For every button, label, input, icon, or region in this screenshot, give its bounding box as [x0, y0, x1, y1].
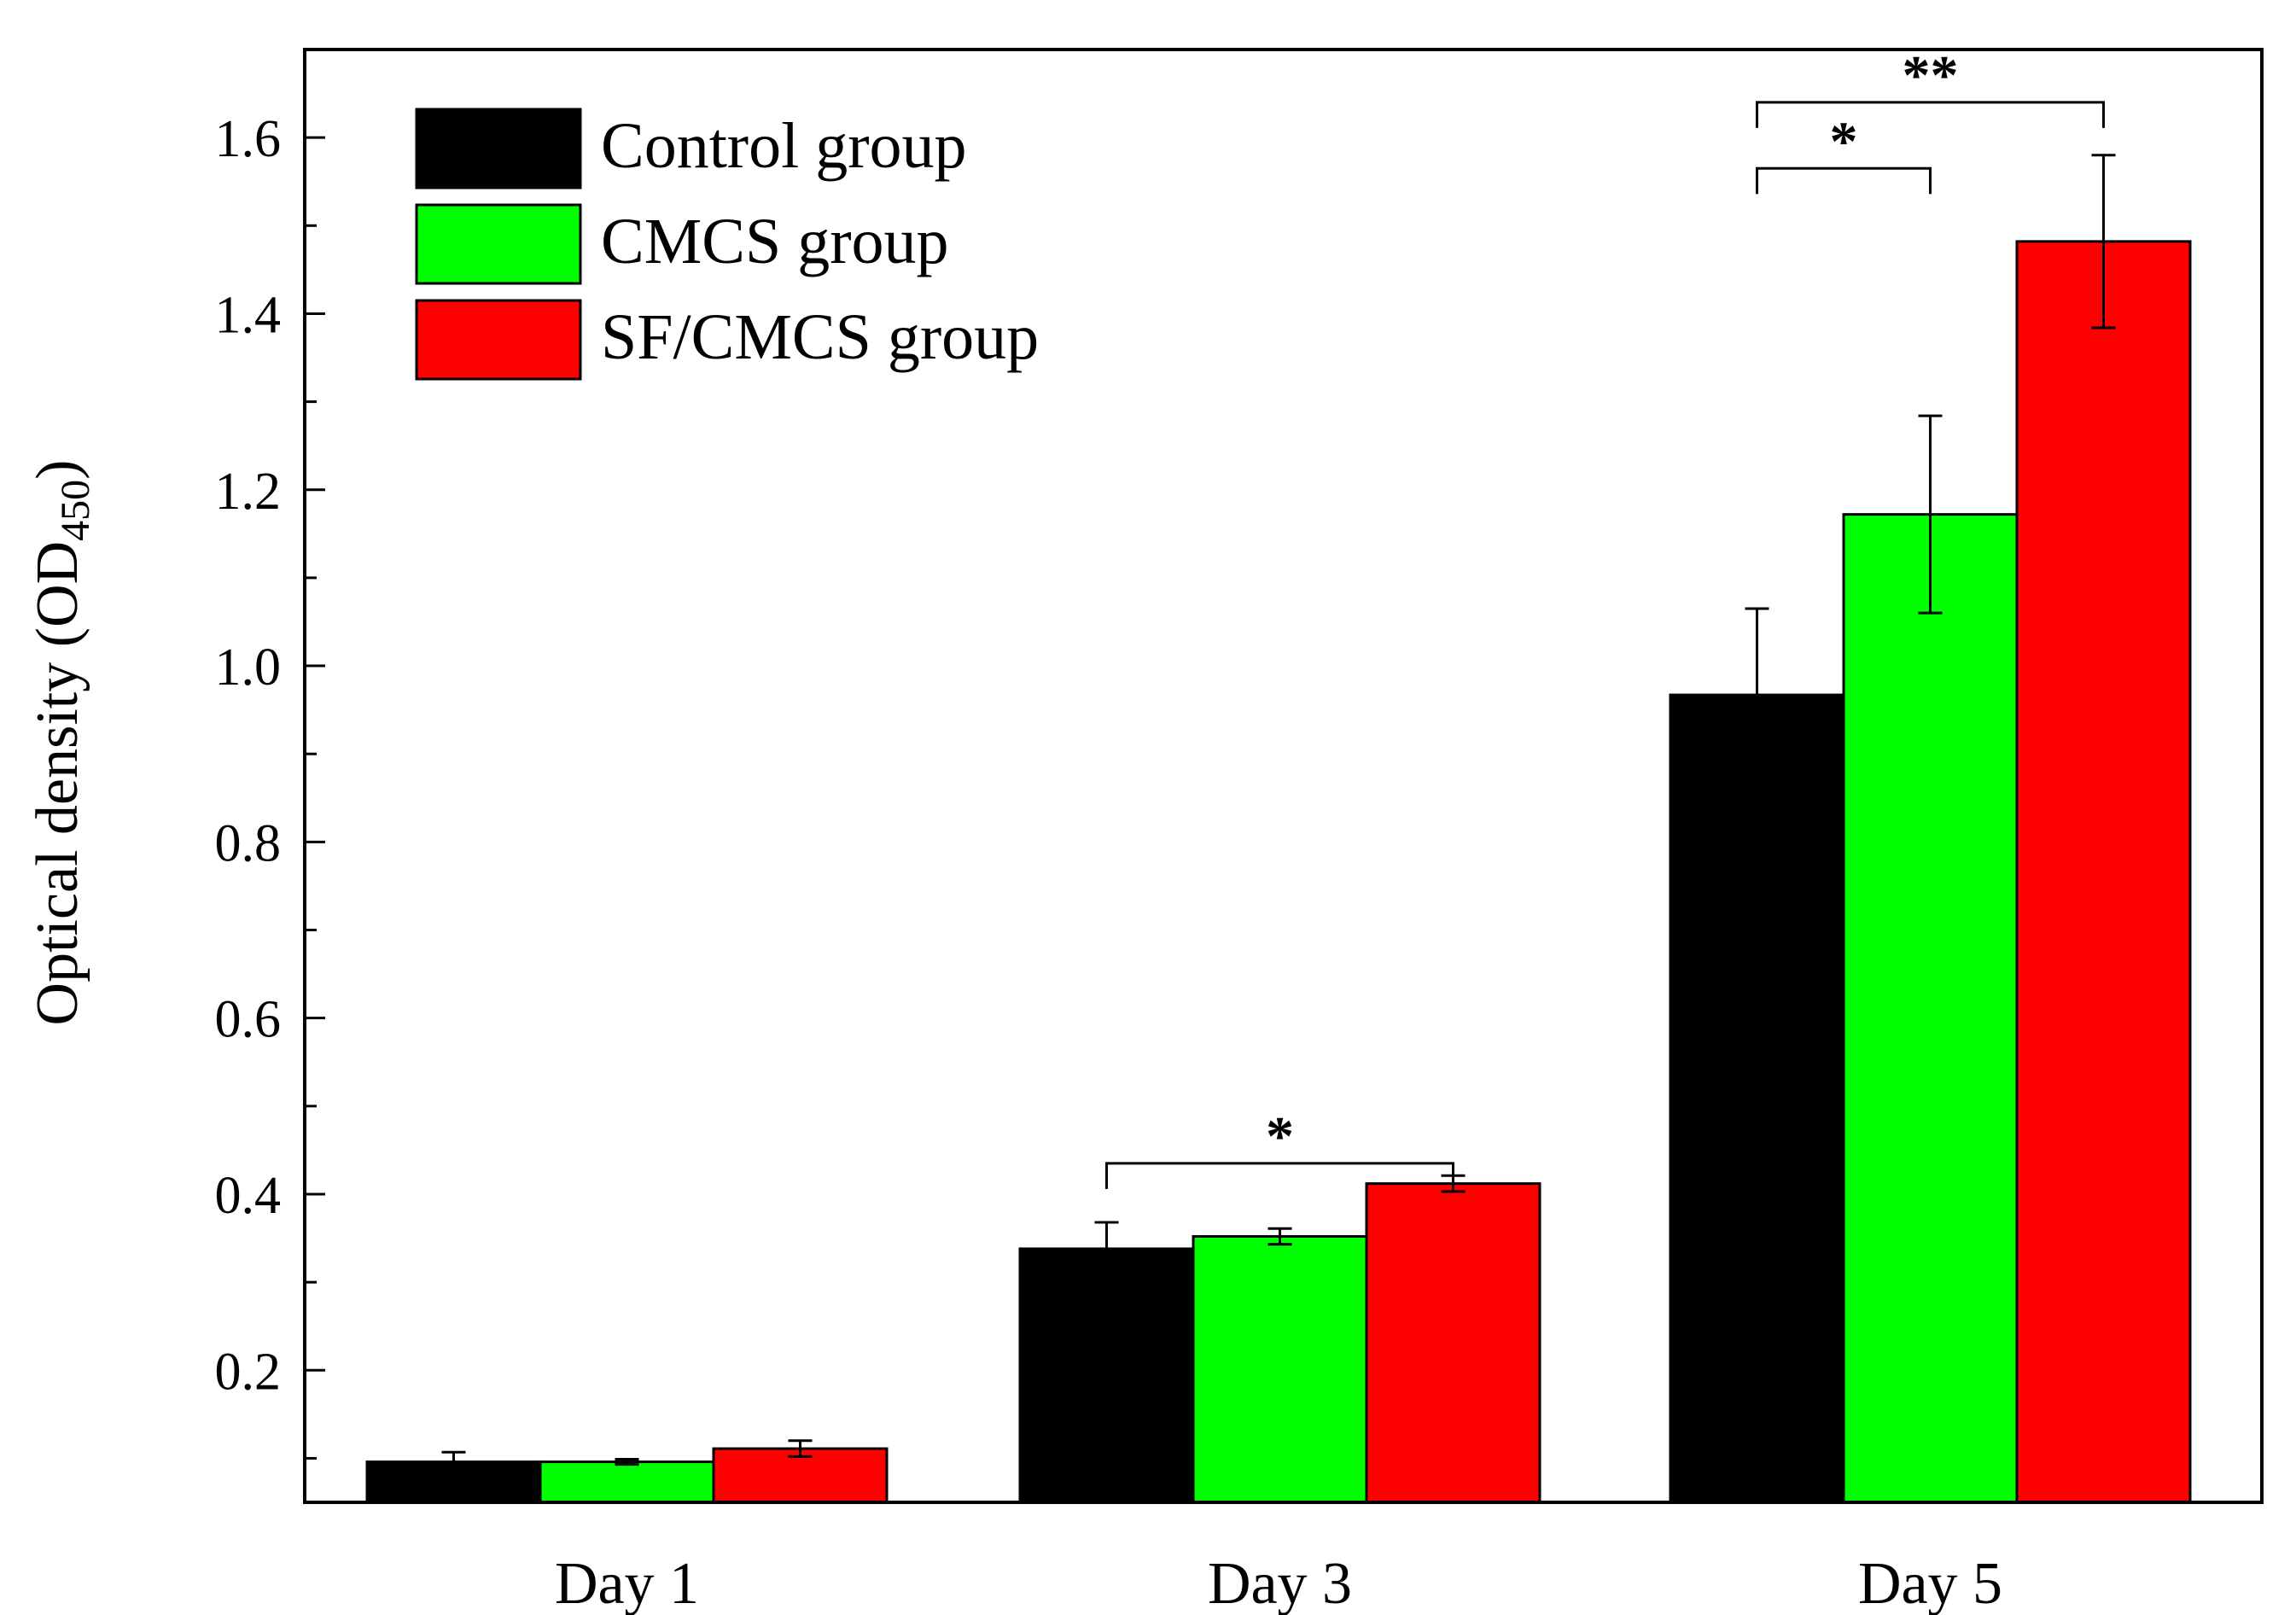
legend-item-1: CMCS group [415, 203, 949, 285]
error-bar-2-0 [788, 1439, 813, 1458]
legend-swatch [415, 108, 582, 189]
plot-frame [303, 48, 2264, 1504]
y-tick-label: 0.4 [215, 1167, 282, 1225]
annotations-layer: **** [1105, 44, 2105, 1189]
legend: Control group CMCS group SF/CMCS group [415, 108, 1039, 381]
error-bar-0-0 [441, 1450, 466, 1473]
y-axis-label-subscript: 450 [53, 480, 98, 541]
y-tick-label: 0.6 [215, 991, 282, 1049]
y-tick-label: 1.2 [215, 463, 282, 521]
significance-bracket-1: * [1756, 110, 1932, 195]
error-bar-2-2 [2091, 154, 2116, 329]
error-bar-0-2 [1745, 607, 1769, 783]
bar-control-group-day-5 [1669, 693, 1845, 1504]
error-bar-1-0 [615, 1457, 639, 1466]
x-tick-label: Day 1 [555, 1551, 699, 1615]
bar-cmcs-group-day-1 [539, 1460, 715, 1504]
legend-label: CMCS group [601, 206, 949, 277]
bar-control-group-day-3 [1018, 1247, 1195, 1504]
bars-layer [365, 240, 2192, 1504]
legend-label: Control group [601, 110, 967, 182]
error-bar-0-1 [1094, 1221, 1119, 1277]
significance-marker: ** [1903, 44, 1959, 107]
y-tick-label: 1.6 [215, 110, 282, 168]
x-tick-label: Day 3 [1208, 1551, 1352, 1615]
significance-bracket-line [1756, 166, 1932, 195]
y-axis-label-close: ) [25, 460, 90, 480]
y-axis: 0.2 0.4 0.6 0.8 1.0 1.2 1.4 1.6 [215, 110, 325, 1460]
significance-bracket-2: ** [1756, 44, 2105, 128]
significance-bracket-line [1105, 1162, 1454, 1189]
significance-bracket-line [1756, 101, 2105, 128]
legend-swatch [415, 203, 582, 285]
y-axis-label-main: Optical density (OD [25, 541, 90, 1026]
bar-sf-cmcs-group-day-3 [1365, 1182, 1541, 1504]
bar-sf-cmcs-group-day-5 [2015, 240, 2192, 1504]
y-axis-label: Optical density (OD450) [25, 460, 98, 1026]
significance-marker: * [1266, 1105, 1294, 1168]
y-tick-label: 1.0 [215, 638, 282, 697]
y-tick-label: 1.4 [215, 286, 282, 344]
error-bars-layer [441, 154, 2116, 1473]
legend-swatch [415, 299, 582, 381]
significance-bracket-0: * [1105, 1105, 1454, 1189]
error-bar-1-1 [1267, 1227, 1292, 1246]
x-tick-label: Day 5 [1858, 1551, 2002, 1615]
error-bar-1-2 [1918, 414, 1943, 615]
y-tick-label: 0.8 [215, 814, 282, 872]
legend-label: SF/CMCS group [601, 301, 1039, 373]
legend-item-0: Control group [415, 108, 967, 189]
bar-cmcs-group-day-5 [1842, 513, 2019, 1504]
y-tick-label: 0.2 [215, 1343, 282, 1401]
bar-cmcs-group-day-3 [1192, 1234, 1368, 1504]
x-axis: Day 1 Day 3 Day 5 [555, 1551, 2002, 1615]
legend-item-2: SF/CMCS group [415, 299, 1039, 381]
significance-marker: * [1830, 110, 1858, 172]
